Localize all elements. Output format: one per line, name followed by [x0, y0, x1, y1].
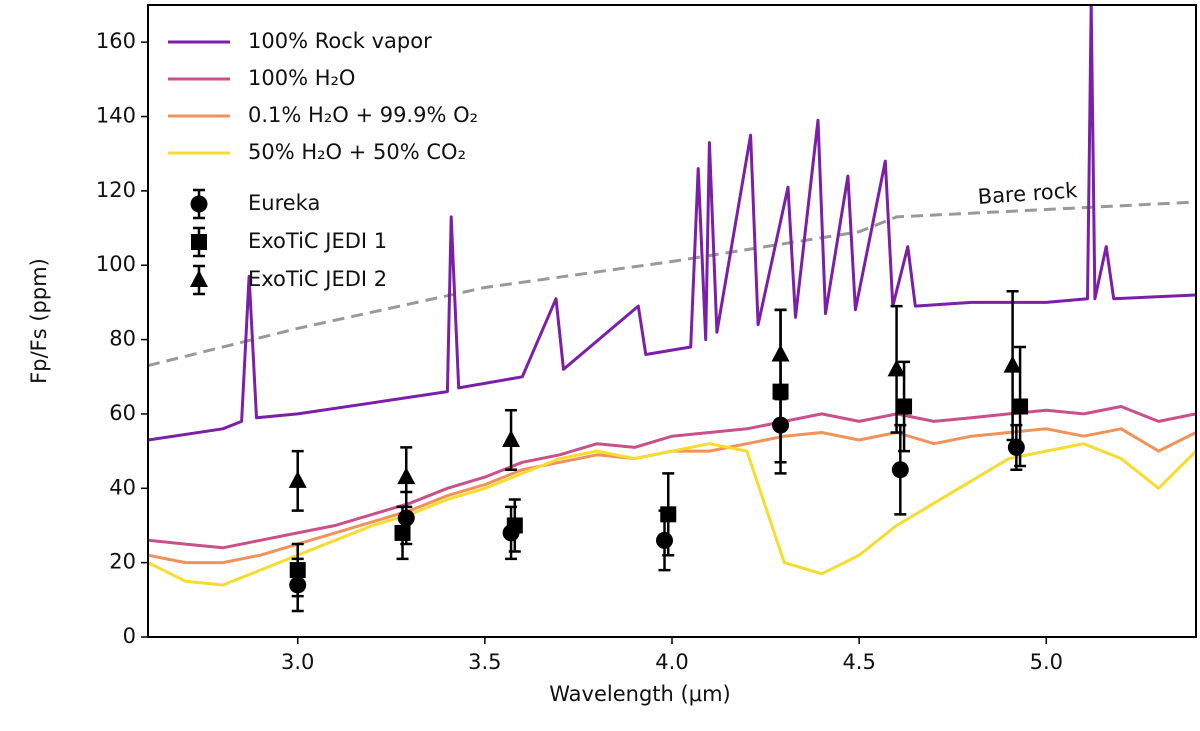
data-point [1003, 355, 1022, 373]
reference-label: Bare rock [977, 178, 1079, 209]
reference-line [148, 200, 1196, 368]
data-point [506, 517, 523, 534]
y-tick-label: 40 [109, 475, 136, 499]
data-point [397, 509, 415, 527]
legend-label: 100% H₂O [248, 66, 355, 90]
legend-swatch [191, 234, 207, 250]
spectrum-line [148, 5, 1196, 442]
data-point [289, 562, 306, 579]
plot-area [148, 5, 1196, 613]
y-tick-label: 0 [123, 624, 136, 648]
x-tick-label: 4.0 [655, 650, 688, 674]
spectrum-line [148, 442, 1196, 587]
legend-label: ExoTiC JEDI 1 [248, 229, 387, 253]
legend-swatch [190, 270, 208, 287]
x-tick-label: 3.5 [468, 650, 501, 674]
data-point [771, 344, 790, 362]
data-point [394, 524, 411, 541]
y-axis-label: Fp/Fs (ppm) [27, 258, 51, 384]
legend-label: 100% Rock vapor [248, 29, 432, 53]
y-tick-label: 140 [96, 104, 136, 128]
x-tick-label: 5.0 [1030, 650, 1063, 674]
x-tick-label: 3.0 [281, 650, 314, 674]
legend-label: 0.1% H₂O + 99.9% O₂ [248, 103, 478, 127]
y-tick-label: 100 [96, 252, 136, 276]
data-point [502, 429, 521, 447]
y-tick-label: 20 [109, 550, 136, 574]
x-tick-label: 4.5 [842, 650, 875, 674]
data-point [896, 398, 913, 415]
data-point [660, 506, 677, 523]
y-tick-label: 60 [109, 401, 136, 425]
x-axis-label: Wavelength (μm) [549, 682, 730, 706]
legend-label: 50% H₂O + 50% CO₂ [248, 140, 466, 164]
legend-label: Eureka [248, 191, 320, 215]
spectrum-line [148, 405, 1196, 550]
data-point [656, 531, 674, 549]
plot-frame [147, 4, 1197, 638]
data-point [397, 467, 416, 485]
data-point [1007, 438, 1025, 456]
legend-swatch [190, 195, 208, 213]
y-tick-label: 120 [96, 178, 136, 202]
legend-label: ExoTiC JEDI 2 [248, 267, 387, 291]
data-point [1012, 398, 1029, 415]
data-point [887, 359, 906, 377]
y-tick-label: 80 [109, 327, 136, 351]
data-point [288, 470, 307, 488]
y-tick-label: 160 [96, 29, 136, 53]
data-point [891, 461, 909, 479]
